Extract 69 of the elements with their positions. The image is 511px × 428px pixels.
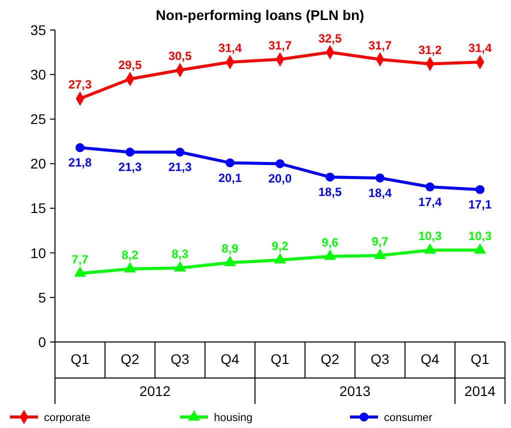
data-label: 10,3: [418, 229, 442, 244]
x-tick-label: Q1: [270, 351, 290, 367]
y-tick-label: 15: [30, 200, 46, 216]
point: [376, 173, 384, 182]
data-label: 17,4: [418, 194, 442, 209]
point: [474, 244, 486, 254]
point: [276, 159, 284, 168]
text: 2012: [139, 383, 171, 399]
x-tick-label: Q3: [170, 351, 190, 367]
x-tick-label: Q2: [120, 351, 140, 367]
x-tick-label: Q1: [470, 351, 490, 367]
data-label: 20,1: [218, 170, 242, 185]
data-label: 21,8: [68, 156, 92, 170]
data-label: 31,4: [218, 41, 242, 56]
point: [374, 249, 386, 259]
x-tick-label: Q2: [320, 351, 340, 367]
point: [476, 185, 484, 194]
legend-label: housing: [214, 412, 253, 424]
chart-title: Non-performing loans (PLN bn): [156, 7, 364, 23]
data-label: 20,0: [268, 172, 292, 186]
y-tick-label: 5: [38, 289, 46, 306]
point: [326, 172, 334, 182]
data-label: 9,2: [272, 238, 289, 253]
x-tick-label: Q4: [420, 351, 440, 367]
data-label: 29,5: [118, 58, 142, 72]
data-label: 31,2: [418, 42, 442, 57]
data-label: 27,3: [68, 78, 92, 92]
data-label: 21,3: [118, 160, 142, 174]
legend-label: corporate: [44, 412, 90, 424]
point: [176, 148, 184, 157]
point: [76, 143, 84, 152]
y-tick-label: 10: [30, 244, 46, 261]
point: [226, 158, 234, 168]
y-tick-label: 30: [30, 66, 46, 82]
point: [174, 262, 186, 272]
data-label: 30,5: [168, 49, 192, 64]
data-label: 8,2: [122, 248, 139, 262]
data-label: 21,3: [168, 160, 192, 174]
text: 2013: [339, 383, 371, 399]
x-tick-label: Q1: [70, 351, 90, 367]
data-label: 18,5: [318, 185, 342, 200]
data-label: 17,1: [468, 198, 492, 212]
x-tick-label: Q3: [370, 351, 390, 367]
point: [426, 182, 434, 192]
data-label: 31,7: [268, 38, 292, 52]
data-label: 8,9: [222, 242, 239, 256]
point: [126, 148, 134, 157]
point: [74, 266, 86, 277]
data-label: 31,4: [468, 41, 492, 56]
point: [324, 250, 336, 260]
y-tick-label: 0: [38, 334, 46, 350]
text: 2014: [464, 383, 496, 399]
point: [424, 244, 436, 254]
legend-label: consumer: [384, 412, 433, 424]
point: [124, 262, 136, 272]
data-label: 9,7: [372, 234, 389, 249]
data-label: 8,3: [172, 247, 189, 262]
data-label: 9,6: [322, 235, 339, 250]
y-tick-label: 35: [30, 22, 46, 38]
data-label: 32,5: [318, 31, 342, 46]
point: [274, 254, 286, 264]
x-tick-label: Q4: [220, 351, 240, 367]
data-label: 31,7: [368, 38, 392, 52]
data-label: 18,4: [368, 186, 392, 200]
point: [224, 256, 236, 266]
data-label: 7,7: [72, 252, 89, 266]
y-tick-label: 20: [30, 156, 46, 172]
data-label: 10,3: [468, 229, 492, 244]
y-tick-label: 25: [30, 111, 46, 128]
